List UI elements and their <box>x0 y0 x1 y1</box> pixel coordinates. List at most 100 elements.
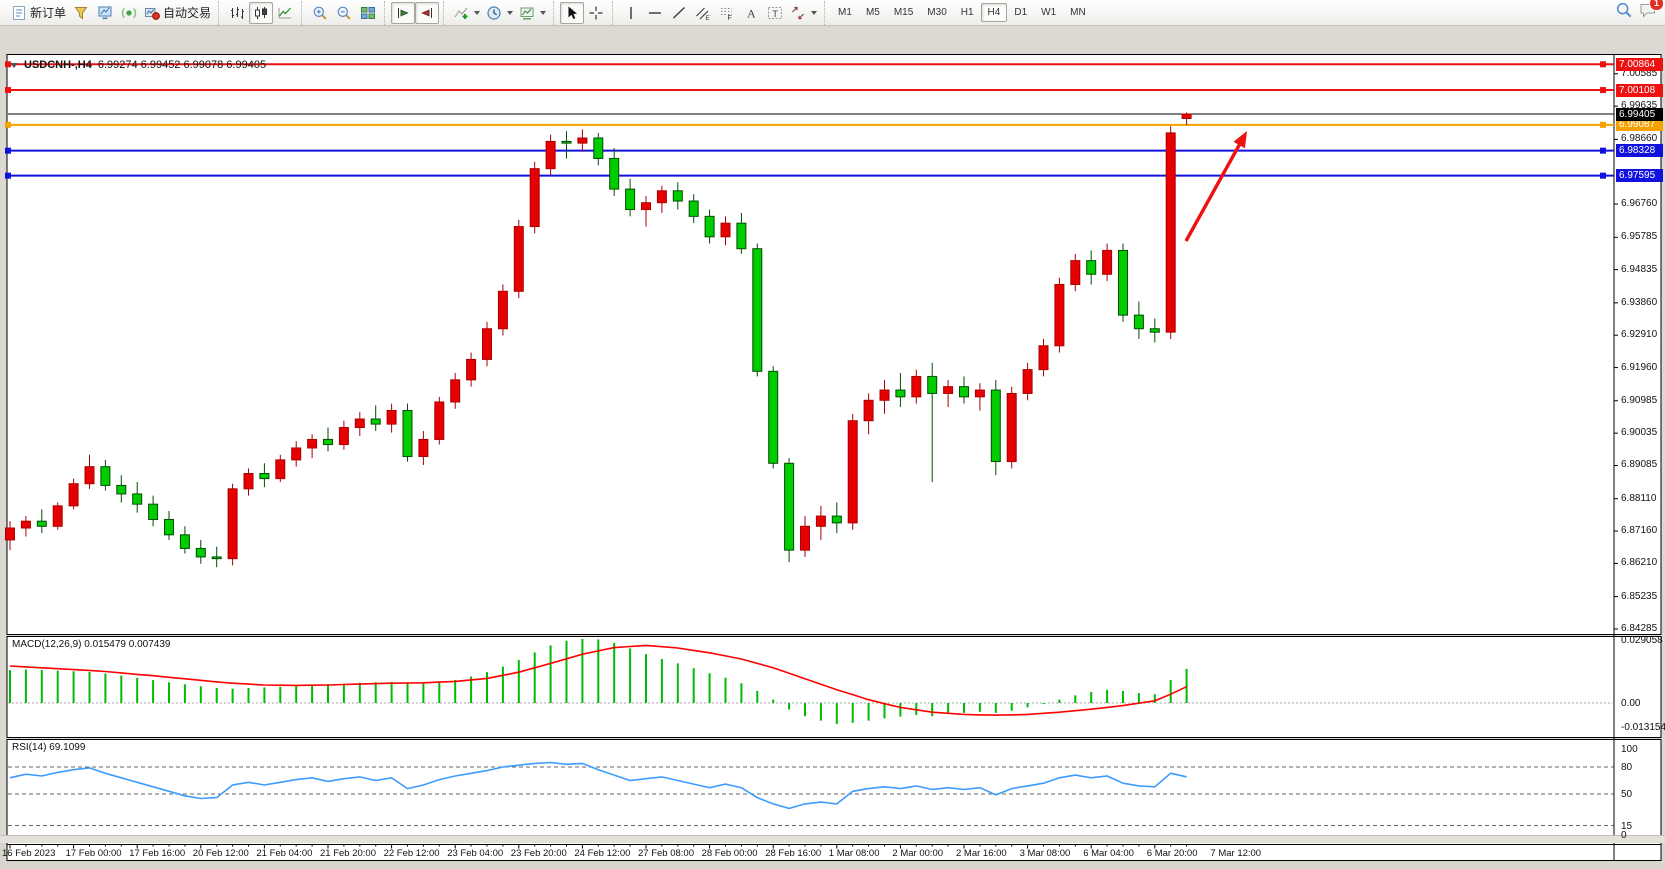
auto-scroll-button[interactable] <box>391 1 416 24</box>
new-order-button[interactable]: 新订单 <box>8 2 69 24</box>
hline-handle-left[interactable] <box>5 172 11 179</box>
timeframe-h1-button[interactable]: H1 <box>960 7 974 18</box>
candle-body <box>386 409 397 425</box>
time-axis-label: 3 Mar 08:00 <box>1019 848 1071 859</box>
candle-body <box>36 520 47 527</box>
chevron-down-icon[interactable] <box>474 10 481 15</box>
price-tick-label: 6.89085 <box>1621 459 1658 471</box>
chevron-down-icon[interactable] <box>540 10 547 15</box>
chevron-down-icon[interactable] <box>811 10 818 15</box>
line-chart-button[interactable] <box>273 2 297 24</box>
candle-body <box>545 140 556 170</box>
bars-chart-button[interactable] <box>225 2 249 24</box>
price-tick-label: 6.85235 <box>1621 590 1658 602</box>
toolbar-group-5 <box>553 0 612 25</box>
rsi-axis-label: 80 <box>1621 762 1633 773</box>
main-pane[interactable] <box>6 54 1662 635</box>
funnel-button[interactable] <box>69 2 93 24</box>
macd-axis-label: -0.013154 <box>1621 721 1665 733</box>
hline-handle-right[interactable] <box>1600 147 1606 154</box>
candle-body <box>418 438 429 457</box>
chat-button[interactable]: 1 <box>1639 0 1664 24</box>
zoom-out-button[interactable] <box>332 2 356 24</box>
hline-handle-left[interactable] <box>5 61 11 68</box>
trend-arrow[interactable] <box>1184 139 1244 242</box>
zoom-in-button[interactable] <box>308 2 332 24</box>
chart-canvas[interactable] <box>0 54 1665 869</box>
market-watch-button[interactable] <box>93 2 117 24</box>
candle-body <box>1165 132 1176 333</box>
toolbar-group-2 <box>301 0 384 25</box>
candle-body <box>1149 328 1160 333</box>
equidistant-channel-button[interactable]: E <box>691 2 715 24</box>
chart-window[interactable]: USDCNH-,H4 6.99274 6.99452 6.99078 6.994… <box>0 27 1665 861</box>
chart-shift-button[interactable] <box>415 1 440 24</box>
horizontal-line-button[interactable] <box>643 2 667 24</box>
vertical-line-button[interactable] <box>619 2 643 24</box>
periods-button[interactable] <box>483 2 516 24</box>
candle-body <box>84 466 95 485</box>
timeframe-group: M1 M5 M15 M30 H1 H4 D1 W1 MN <box>824 0 1097 25</box>
autotrade-button[interactable]: 自动交易 <box>141 2 214 24</box>
hline-handle-right[interactable] <box>1600 61 1606 68</box>
crosshair-button[interactable] <box>584 2 608 24</box>
candle-body <box>195 547 206 558</box>
timeframe-h4-button[interactable]: H4 <box>980 3 1008 22</box>
text-label-button[interactable]: T <box>763 2 787 24</box>
candle-body <box>20 520 31 529</box>
hline-handle-left[interactable] <box>5 87 11 94</box>
hline-handle-right[interactable] <box>1600 87 1606 94</box>
arrows-button[interactable] <box>787 2 820 24</box>
signals-button[interactable] <box>117 2 141 24</box>
candle-body <box>688 200 699 217</box>
candle-body <box>672 190 683 202</box>
chevron-down-icon[interactable] <box>507 10 514 15</box>
hline-handle-right[interactable] <box>1600 121 1606 128</box>
timeframe-mn-button[interactable]: MN <box>1070 7 1086 18</box>
macd-axis-label: 0.029058 <box>1621 634 1663 646</box>
search-button[interactable] <box>1615 1 1633 24</box>
candle-body <box>959 386 969 398</box>
macd-pane[interactable] <box>6 636 1662 738</box>
time-axis-label: 28 Feb 00:00 <box>701 848 758 859</box>
candle-body <box>625 188 636 211</box>
timeframe-d1-button[interactable]: D1 <box>1014 7 1028 18</box>
candle-body <box>211 556 222 560</box>
toolbar-group-4 <box>443 0 553 25</box>
price-tick-label: 6.92910 <box>1621 329 1658 341</box>
cursor-button[interactable] <box>560 1 585 24</box>
macd-label: MACD(12,26,9) 0.015479 0.007439 <box>12 639 171 650</box>
trend-arrow-head[interactable] <box>1233 131 1248 149</box>
candle-body <box>895 389 906 398</box>
candle-body <box>466 358 477 381</box>
line-chart-icon <box>277 5 293 21</box>
rsi-axis-label: 15 <box>1621 820 1633 832</box>
candle-body <box>863 399 874 422</box>
time-axis-label: 22 Feb 12:00 <box>383 848 440 859</box>
trendline-button[interactable] <box>667 2 691 24</box>
toolbar-group-3 <box>384 0 443 25</box>
hline-handle-right[interactable] <box>1600 172 1606 179</box>
templates-button[interactable] <box>516 2 549 24</box>
indicators-button[interactable] <box>450 2 483 24</box>
collapse-triangle-icon[interactable] <box>10 62 18 68</box>
timeframe-m5-button[interactable]: M5 <box>865 7 880 18</box>
hline-handle-left[interactable] <box>5 121 11 128</box>
candle-body <box>641 202 651 211</box>
hline-handle-left[interactable] <box>5 147 11 154</box>
timeframe-w1-button[interactable]: W1 <box>1041 7 1057 18</box>
timeframe-m1-button[interactable]: M1 <box>838 7 852 18</box>
cursor-icon <box>564 5 580 21</box>
timeframe-m30-button[interactable]: M30 <box>927 7 947 18</box>
candles-chart-button[interactable] <box>249 1 274 24</box>
horizontal-line-icon <box>647 5 663 21</box>
time-axis-label: 20 Feb 12:00 <box>192 848 249 859</box>
text-button[interactable]: A <box>739 2 763 24</box>
tile-windows-button[interactable] <box>356 2 380 24</box>
market-watch-icon <box>97 5 113 21</box>
candle-body <box>1102 249 1113 275</box>
candle-body <box>1006 392 1017 463</box>
timeframe-m15-button[interactable]: M15 <box>893 7 914 18</box>
candle-body <box>1086 260 1097 275</box>
fibonacci-button[interactable]: F <box>715 2 739 24</box>
